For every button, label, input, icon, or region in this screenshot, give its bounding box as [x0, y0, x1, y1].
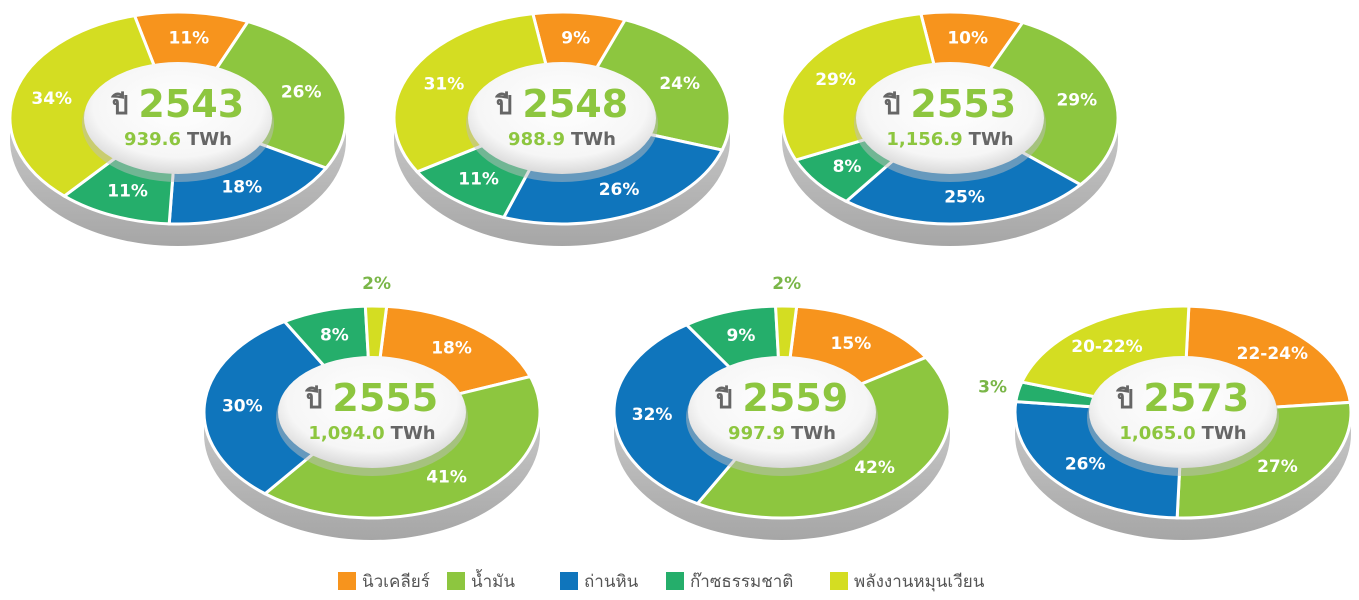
slice-label: 20-22% — [1071, 337, 1142, 357]
centre — [1089, 356, 1277, 468]
centre-total: 997.9 TWh — [728, 423, 836, 444]
legend-swatch — [338, 572, 356, 590]
donut-side — [782, 118, 1118, 246]
year: 2543 — [138, 82, 244, 126]
year: 2573 — [1143, 376, 1249, 420]
centre — [278, 356, 466, 468]
centre — [84, 62, 272, 174]
unit: TWh — [791, 423, 836, 444]
slice-label: 24% — [659, 74, 700, 94]
donut: 15% 42% 32% 9% 2% ปี 2559 997.9 TWh — [612, 272, 952, 540]
centre-title: ปี 2555 — [305, 376, 438, 420]
year: 2559 — [742, 376, 848, 420]
legend-swatch — [560, 572, 578, 590]
year: 2555 — [332, 376, 438, 420]
unit: TWh — [187, 129, 232, 150]
slice-label: 29% — [815, 70, 856, 90]
slice-label: 42% — [854, 458, 895, 478]
title-prefix: ปี — [883, 91, 901, 121]
total: 939.6 — [124, 129, 181, 150]
title-prefix: ปี — [1116, 385, 1134, 415]
unit: TWh — [571, 129, 616, 150]
slice-label: 34% — [31, 89, 72, 109]
slice-label: 3% — [978, 378, 1007, 398]
slice-label: 31% — [424, 75, 465, 95]
legend-swatch — [666, 572, 684, 590]
centre-total: 1,156.9 TWh — [886, 129, 1013, 150]
slice-label: 11% — [169, 28, 210, 48]
slice-label: 2% — [772, 274, 801, 294]
title-prefix: ปี — [715, 385, 733, 415]
legend-label: ถ่านหิน — [584, 572, 639, 592]
total: 1,094.0 — [308, 423, 384, 444]
slice-label: 22-24% — [1237, 344, 1308, 364]
slice-label: 8% — [833, 157, 862, 177]
unit: TWh — [391, 423, 436, 444]
legend-label: ก๊าซธรรมชาติ — [690, 572, 793, 592]
total: 1,156.9 — [886, 129, 962, 150]
donut-side — [614, 412, 950, 540]
slice-label: 8% — [320, 325, 349, 345]
slice-label: 41% — [426, 468, 467, 488]
unit: TWh — [1202, 423, 1247, 444]
slice-label: 25% — [944, 187, 985, 207]
centre-total: 939.6 TWh — [124, 129, 232, 150]
centre-title: ปี 2573 — [1116, 376, 1249, 420]
donut: 10% 29% 25% 8% 29% ปี 2553 1,156.9 TWh — [780, 10, 1120, 246]
slice-label: 2% — [362, 274, 391, 294]
slice-label: 11% — [458, 169, 499, 189]
year: 2548 — [522, 82, 628, 126]
centre-total: 1,094.0 TWh — [308, 423, 435, 444]
centre-title: ปี 2548 — [495, 82, 628, 126]
slice-label: 26% — [599, 180, 640, 200]
centre — [688, 356, 876, 468]
total: 988.9 — [508, 129, 565, 150]
unit: TWh — [969, 129, 1014, 150]
legend-swatch — [830, 572, 848, 590]
centre-title: ปี 2559 — [715, 376, 848, 420]
donut: 11% 26% 18% 11% 34% ปี 2543 939.6 TWh — [8, 10, 348, 246]
centre-total: 988.9 TWh — [508, 129, 616, 150]
title-prefix: ปี — [111, 91, 129, 121]
slice-label: 18% — [221, 178, 262, 198]
slice-label: 9% — [561, 28, 590, 48]
year: 2553 — [910, 82, 1016, 126]
legend-label: นิวเคลียร์ — [362, 572, 430, 592]
total: 1,065.0 — [1119, 423, 1195, 444]
centre-title: ปี 2543 — [111, 82, 244, 126]
centre-total: 1,065.0 TWh — [1119, 423, 1246, 444]
donut: 22-24% 27% 26% 3% 20-22% ปี 2573 1,065.0 TWh — [976, 304, 1353, 540]
donut: 18% 41% 30% 8% 2% ปี 2555 1,094.0 TWh — [202, 272, 542, 540]
centre — [856, 62, 1044, 174]
slice-label: 9% — [727, 326, 756, 346]
legend-label: น้ำมัน — [471, 569, 515, 592]
centre — [468, 62, 656, 174]
title-prefix: ปี — [495, 91, 513, 121]
slice-label: 10% — [947, 29, 988, 49]
legend-label: พลังงานหมุนเวียน — [854, 572, 985, 592]
legend-swatch — [447, 572, 465, 590]
slice-label: 15% — [831, 334, 872, 354]
donut-side — [394, 118, 730, 246]
slice-label: 26% — [1065, 455, 1106, 475]
donut-side — [10, 118, 346, 246]
slice-label: 26% — [281, 82, 322, 102]
slice-label: 11% — [107, 182, 148, 202]
donut: 9% 24% 26% 11% 31% ปี 2548 988.9 TWh — [392, 10, 732, 246]
slice-label: 32% — [632, 405, 673, 425]
slice-label: 30% — [222, 396, 263, 416]
title-prefix: ปี — [305, 385, 323, 415]
slice-label: 29% — [1056, 90, 1097, 110]
total: 997.9 — [728, 423, 785, 444]
donut-side — [1015, 412, 1351, 540]
donut-side — [204, 412, 540, 540]
slice-label: 18% — [431, 339, 472, 359]
centre-title: ปี 2553 — [883, 82, 1016, 126]
slice-label: 27% — [1257, 457, 1298, 477]
